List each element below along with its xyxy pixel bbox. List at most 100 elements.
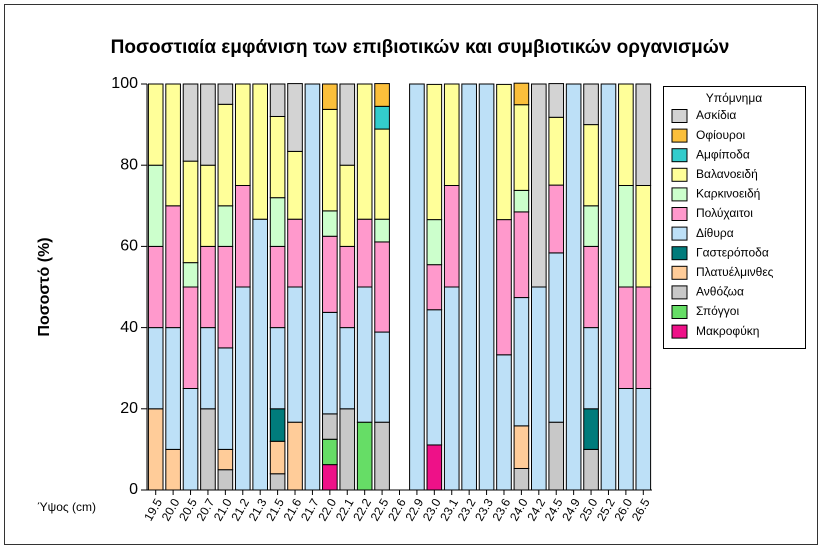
bar-segment — [217, 205, 234, 247]
legend-swatch — [671, 187, 688, 202]
legend-swatch — [671, 148, 688, 163]
bar-segment — [252, 218, 269, 491]
y-tick-label: 100 — [111, 75, 138, 92]
bar-segment — [147, 408, 164, 491]
legend-label: Βαλανοειδή — [696, 167, 758, 181]
bar-segment — [165, 327, 181, 450]
bar-segment — [234, 83, 251, 186]
bar-segment — [548, 184, 565, 254]
bar-segment — [530, 286, 547, 491]
legend-swatch — [671, 128, 688, 143]
bar-segment — [374, 128, 390, 220]
bar-segment — [513, 211, 530, 299]
bar-segment — [200, 245, 216, 329]
bar-segment — [322, 464, 338, 491]
bar-segment — [565, 83, 582, 491]
bar-segment — [513, 189, 530, 213]
bar-segment — [443, 286, 460, 491]
bar-segment — [530, 83, 547, 288]
legend-label: Πλατυέλμινθες — [696, 265, 774, 279]
bar-segment — [443, 83, 460, 186]
legend-swatch — [671, 246, 688, 261]
bar-segment — [409, 83, 425, 491]
bar-segment — [339, 408, 356, 491]
bar-segment — [478, 83, 495, 491]
bar-segment — [635, 286, 652, 389]
legend-label: Πολύχαιτοι — [696, 206, 753, 220]
legend-label: Καρκινοειδή — [696, 187, 760, 201]
y-tick-label: 80 — [120, 156, 138, 173]
bar-segment — [513, 467, 530, 491]
bar-segment — [217, 103, 234, 207]
y-tick-label: 20 — [120, 400, 138, 417]
x-axis-label: Ύψος (cm) — [37, 500, 96, 514]
legend-label: Γαστερόποδα — [696, 245, 769, 259]
bar-segment — [583, 448, 599, 491]
bar-segment — [217, 448, 234, 471]
bar-segment — [513, 297, 530, 427]
bar-segment — [583, 124, 599, 207]
bar-segment — [165, 83, 181, 207]
bar-segment — [339, 327, 356, 410]
legend-label: Ανθόζωα — [696, 285, 744, 299]
bar-segment — [618, 185, 634, 288]
bar-segment — [496, 354, 512, 491]
bar-segment — [200, 327, 216, 410]
bar-segment — [234, 286, 251, 491]
bar-segment — [322, 413, 338, 440]
bar-segment — [548, 83, 565, 118]
bar-segment — [322, 210, 338, 237]
bar-segment — [147, 83, 164, 166]
bar-segment — [147, 245, 164, 329]
bar-segment — [182, 388, 199, 491]
bar-segment — [217, 469, 234, 491]
bar-segment — [182, 286, 199, 389]
bar-segment — [461, 83, 477, 491]
bar-segment — [147, 327, 164, 410]
bar-segment — [374, 241, 390, 333]
bar-segment — [356, 83, 373, 220]
bar-segment — [513, 425, 530, 469]
bar-segment — [583, 408, 599, 450]
bar-segment — [496, 219, 512, 356]
bar-segment — [374, 421, 390, 491]
bar-segment — [287, 218, 303, 288]
bar-segment — [426, 83, 443, 221]
bar-segment — [269, 115, 286, 199]
bar-segment — [339, 83, 356, 166]
bar-segment — [635, 83, 652, 186]
bar-segment — [182, 160, 199, 264]
legend-swatch — [671, 324, 688, 339]
bar-segment — [618, 388, 634, 491]
bar-segment — [322, 438, 338, 466]
bar-segment — [513, 104, 530, 191]
bar-segment — [269, 197, 286, 247]
bar-segment — [322, 108, 338, 212]
bar-segment — [583, 205, 599, 247]
bar-segment — [426, 444, 443, 491]
bar-segment — [234, 185, 251, 288]
bar-segment — [269, 408, 286, 442]
bar-segment — [165, 448, 181, 491]
legend-swatch — [671, 285, 688, 300]
bar-segment — [426, 264, 443, 311]
bar-segment — [269, 327, 286, 410]
bar-segment — [583, 83, 599, 126]
bar-segment — [147, 164, 164, 247]
bar-segment — [322, 311, 338, 415]
bar-segment — [426, 309, 443, 446]
bar-segment — [217, 245, 234, 349]
bar-segment — [200, 83, 216, 166]
bar-segment — [548, 116, 565, 186]
bar-segment — [496, 83, 512, 221]
legend-swatch — [671, 305, 688, 319]
bar-segment — [339, 164, 356, 247]
bar-segment — [356, 421, 373, 491]
bar-segment — [426, 219, 443, 266]
bar-segment — [374, 105, 390, 130]
chart-title: Ποσοστιαία εμφάνιση των επιβιοτικών και … — [111, 37, 730, 58]
bar-segment — [339, 245, 356, 329]
legend-swatch — [671, 207, 688, 221]
legend-swatch — [671, 167, 688, 182]
